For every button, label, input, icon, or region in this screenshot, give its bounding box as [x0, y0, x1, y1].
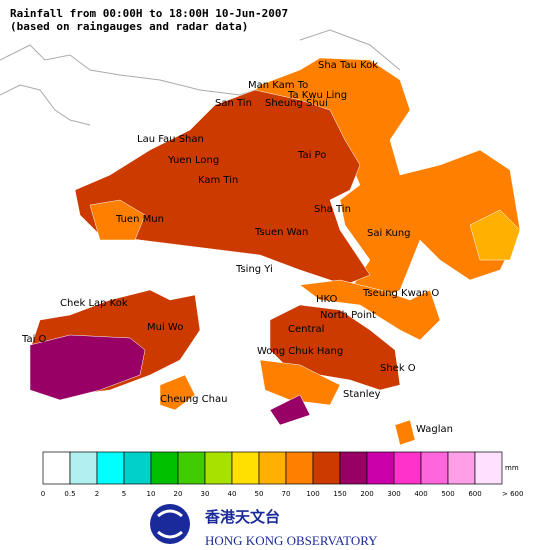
place-label: Man Kam To	[248, 80, 308, 91]
legend-swatch	[393, 451, 422, 485]
place-label: Kam Tin	[198, 175, 238, 186]
place-label: Tuen Mun	[115, 214, 164, 225]
place-label: Ta Kwu Ling	[287, 90, 347, 101]
place-label: Stanley	[343, 389, 381, 400]
legend-label: 600	[468, 490, 481, 498]
legend-swatch	[123, 451, 152, 485]
place-label: Tai O	[21, 334, 47, 345]
legend-swatch	[339, 451, 368, 485]
subtitle: (based on raingauges and radar data)	[10, 20, 248, 33]
place-label: Tsing Yi	[235, 264, 273, 275]
legend-label: 500	[441, 490, 454, 498]
legend-swatch	[42, 451, 71, 485]
legend-label: 10	[147, 490, 156, 498]
place-label: Sheung Shui	[265, 98, 328, 109]
legend-label: 70	[282, 490, 291, 498]
legend-label: 2	[95, 490, 99, 498]
legend-label: 0.5	[64, 490, 75, 498]
place-label: Wong Chuk Hang	[257, 346, 343, 357]
place-label: Chek Lap Kok	[60, 298, 128, 309]
legend-label: 40	[228, 490, 237, 498]
legend-label: 100	[306, 490, 319, 498]
place-label: North Point	[320, 310, 376, 321]
place-label: Sha Tin	[314, 204, 351, 215]
logo: 香港天文台 HONG KONG OBSERVATORY	[150, 504, 378, 548]
legend-label: 300	[387, 490, 400, 498]
legend-label: 200	[360, 490, 373, 498]
place-label: HKO	[316, 294, 338, 305]
legend-label: > 600	[502, 490, 523, 498]
place-label: Sha Tau Kok	[318, 60, 378, 71]
place-label: Mui Wo	[147, 322, 183, 333]
legend: 0 0.5 2 5 10 20 30 40 50 70 100 150 200 300 400 500 600 >…	[41, 451, 523, 498]
place-label: Tseung Kwan O	[362, 288, 439, 299]
legend-label: 0	[41, 490, 45, 498]
place-label: Sai Kung	[367, 228, 411, 239]
legend-label: 20	[174, 490, 183, 498]
legend-label: 5	[122, 490, 126, 498]
legend-swatch	[420, 451, 449, 485]
legend-swatch	[258, 451, 287, 485]
legend-label: 30	[201, 490, 210, 498]
place-label: Cheung Chau	[160, 394, 227, 405]
title: Rainfall from 00:00H to 18:00H 10-Jun-20…	[10, 7, 288, 20]
legend-label: 150	[333, 490, 346, 498]
place-label: Shek O	[380, 363, 416, 374]
rain-areas	[29, 57, 521, 446]
legend-swatch	[150, 451, 179, 485]
legend-swatch	[474, 451, 503, 485]
legend-swatch	[96, 451, 125, 485]
place-label: Yuen Long	[167, 155, 219, 166]
legend-swatch	[447, 451, 476, 485]
legend-swatch	[285, 451, 314, 485]
legend-swatch	[231, 451, 260, 485]
legend-unit: mm	[505, 464, 519, 472]
logo-chinese: 香港天文台	[205, 508, 280, 526]
place-label: San Tin	[215, 98, 252, 109]
place-label: Central	[288, 324, 324, 335]
place-label: Lau Fau Shan	[137, 134, 204, 145]
legend-swatch	[204, 451, 233, 485]
legend-swatch	[312, 451, 341, 485]
place-label: Tsuen Wan	[254, 227, 308, 238]
legend-swatch	[69, 451, 98, 485]
logo-english: HONG KONG OBSERVATORY	[205, 533, 378, 548]
legend-swatch	[366, 451, 395, 485]
legend-label: 50	[255, 490, 264, 498]
legend-swatch	[177, 451, 206, 485]
place-label: Tai Po	[297, 150, 326, 161]
place-label: Waglan	[416, 424, 453, 435]
legend-label: 400	[414, 490, 427, 498]
